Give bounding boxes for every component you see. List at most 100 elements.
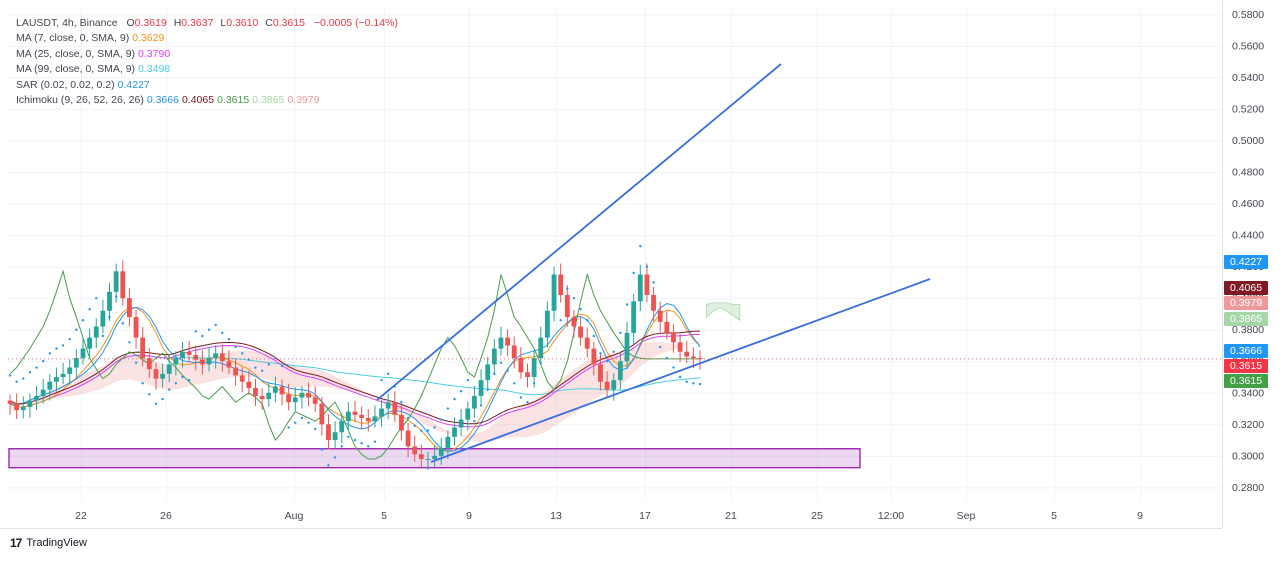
candle [598, 354, 603, 391]
sar-dot [559, 319, 562, 322]
indicator-row[interactable]: MA (25, close, 0, SMA, 9) 0.3790 [16, 47, 398, 62]
candle-body [392, 402, 398, 415]
candle-body [206, 358, 212, 365]
sar-dot [579, 307, 582, 311]
candle [458, 409, 464, 436]
candle-body [379, 408, 384, 417]
sar-dot [333, 456, 337, 459]
candle [54, 367, 59, 392]
sar-dot [340, 445, 343, 448]
candle [418, 444, 424, 469]
candle [246, 370, 252, 395]
price-badge: 0.4065 [1224, 280, 1268, 295]
price-badge: 0.3666 [1224, 343, 1268, 358]
candle-body [193, 354, 199, 360]
indicator-label: SAR (0.02, 0.02, 0.2) [16, 78, 115, 91]
candle [365, 409, 371, 432]
sar-dot [161, 397, 164, 401]
y-tick-label: 0.4400 [1232, 230, 1264, 242]
indicator-row[interactable]: MA (7, close, 0, SMA, 9) 0.3629 [16, 31, 398, 46]
sar-dot [426, 429, 430, 432]
brand-name: TradingView [26, 537, 87, 549]
sar-dot [128, 341, 131, 344]
candle [392, 391, 398, 422]
candle [564, 285, 570, 327]
candle [604, 371, 610, 399]
tradingview-brand[interactable]: 17 TradingView [10, 536, 87, 550]
candle-body [173, 358, 179, 365]
candle-body [657, 310, 663, 322]
indicator-row[interactable]: SAR (0.02, 0.02, 0.2) 0.4227 [16, 78, 398, 93]
sar-dot [532, 382, 536, 385]
candle [253, 378, 258, 406]
candle [511, 336, 517, 369]
candle-body [458, 419, 464, 428]
candle-body [359, 414, 365, 418]
candle [146, 347, 152, 379]
sar-dot [360, 442, 363, 445]
indicator-value: 0.3979 [287, 94, 320, 107]
candle-body [272, 386, 278, 393]
candle [518, 347, 524, 379]
high-value: 0.3637 [181, 17, 214, 29]
sar-dot [433, 426, 436, 429]
candle-body [34, 395, 39, 401]
low-label: L [220, 17, 227, 29]
candle-body [339, 421, 345, 433]
candle [14, 393, 20, 419]
indicator-row[interactable]: Ichimoku (9, 26, 52, 26, 26) 0.3666 0.4065… [16, 93, 398, 108]
price-badge: 0.3615 [1224, 373, 1268, 388]
indicator-row[interactable]: MA (99, close, 0, SMA, 9) 0.3498 [16, 62, 398, 77]
sar-dot [539, 361, 542, 365]
x-tick-label: 17 [639, 510, 651, 522]
sar-dot [499, 361, 503, 365]
sar-dot [61, 344, 65, 347]
sar-dot [327, 464, 330, 467]
sar-dot [101, 334, 105, 338]
candle-body [219, 353, 225, 362]
candle-body [233, 367, 238, 376]
change-value: −0.0005 (−0.14%) [313, 17, 398, 29]
sar-dot [552, 298, 556, 301]
candle-body [365, 418, 371, 422]
candle-body [180, 351, 185, 359]
candle-body [93, 326, 99, 338]
sar-dot [320, 448, 324, 451]
candle-body [551, 274, 557, 311]
candle [432, 445, 438, 468]
candle-body [571, 317, 577, 327]
candle [690, 347, 696, 369]
sar-dot [95, 296, 98, 300]
sar-dot [227, 337, 231, 341]
candle-body [345, 411, 351, 422]
candle [657, 301, 663, 332]
y-tick-label: 0.3800 [1232, 324, 1264, 336]
candle-body [644, 274, 650, 295]
candle-body [166, 364, 172, 374]
candle [34, 386, 39, 411]
candle [326, 414, 331, 450]
candle [505, 329, 510, 357]
candle-body [598, 364, 603, 382]
candle [624, 322, 630, 370]
candle-body [372, 416, 378, 422]
ohlc-row: LAUSDT, 4h, Binance O0.3619 H0.3637 L0.3… [16, 16, 398, 31]
candle-body [67, 367, 73, 374]
indicator-value: 0.3790 [138, 47, 171, 60]
candle-body [591, 348, 597, 365]
candle [133, 310, 139, 349]
sar-dot [599, 352, 602, 355]
candle [584, 327, 590, 358]
sar-dot [367, 445, 370, 448]
candle [272, 376, 278, 403]
candle-body [538, 337, 544, 359]
candle-body [332, 432, 338, 441]
candle [166, 353, 172, 383]
candle [312, 386, 318, 413]
candle-body [498, 337, 504, 349]
candle [40, 378, 46, 404]
candle-body [54, 377, 59, 382]
candle-body [478, 380, 484, 396]
